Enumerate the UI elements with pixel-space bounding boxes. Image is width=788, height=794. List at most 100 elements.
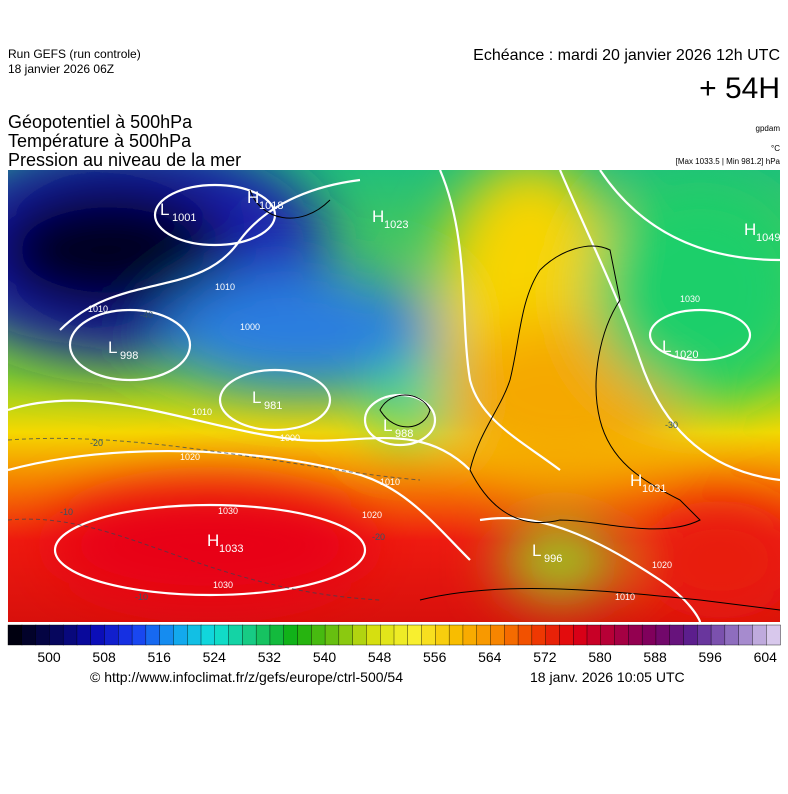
colorbar-tick: 548 — [368, 649, 392, 665]
unit: °C — [771, 144, 780, 153]
colorbar-cell — [710, 624, 726, 646]
colorbar-cell — [655, 624, 671, 646]
colorbar-cell — [104, 624, 119, 646]
colorbar-tick: 540 — [313, 649, 337, 665]
colorbar-cell — [352, 624, 368, 646]
colorbar: 500 508 516 524 532 540 548 556 564 572 580 588 596 6… — [7, 624, 781, 665]
issued: 18 janv. 2026 10:05 UTC — [530, 669, 685, 685]
center-symbol: H — [630, 471, 642, 490]
isobar-label: 1000 — [280, 433, 300, 443]
center-value: 1031 — [642, 483, 666, 495]
title: Géopotentiel à 500hPa — [8, 112, 193, 132]
center-symbol: L — [662, 337, 671, 356]
isobar-label: 1010 — [615, 592, 635, 602]
isobar-label: 1010 — [88, 304, 108, 314]
colorbar-cell — [338, 624, 354, 646]
title: Pression au niveau de la mer — [8, 150, 241, 170]
colorbar-tick: 572 — [533, 649, 557, 665]
center-value: 996 — [544, 553, 562, 565]
isobar-label: 1020 — [362, 510, 382, 520]
center-symbol: H — [744, 220, 756, 239]
colorbar-cell — [407, 624, 423, 646]
colorbar-cell — [517, 624, 533, 646]
center-symbol: L — [383, 416, 392, 435]
colorbar-cell — [255, 624, 271, 646]
colorbar-cell — [269, 624, 285, 646]
colorbar-cell — [641, 624, 657, 646]
colorbar-tick: 596 — [699, 649, 723, 665]
colorbar-cell — [628, 624, 643, 646]
colorbar-cell — [573, 624, 588, 646]
temp-label: -30 — [665, 420, 678, 430]
center-value: 998 — [120, 350, 138, 362]
center-value: 1023 — [384, 219, 408, 231]
colorbar-cell — [462, 624, 478, 646]
echeance: Echéance : mardi 20 janvier 2026 12h UTC — [473, 47, 780, 64]
title: Température à 500hPa — [8, 131, 192, 151]
center-value: 981 — [264, 400, 282, 412]
center-value: 1020 — [674, 349, 698, 361]
run: Run GEFS (run controle) — [8, 47, 141, 61]
colorbar-cell — [311, 624, 326, 646]
center-symbol: H — [247, 188, 259, 207]
colorbar-tick: 588 — [643, 649, 667, 665]
colorbar-cell — [738, 624, 754, 646]
center-symbol: L — [252, 388, 261, 407]
colorbar-tick: 524 — [203, 649, 227, 665]
colorbar-cell — [393, 624, 409, 646]
colorbar-cell — [697, 624, 712, 646]
colorbar-cell — [49, 624, 64, 646]
center-symbol: L — [108, 338, 117, 357]
colorbar-cell — [435, 624, 450, 646]
colorbar-cell — [366, 624, 381, 646]
colorbar-cell — [283, 624, 299, 646]
colorbar-cell — [131, 624, 147, 646]
colorbar-cell — [614, 624, 630, 646]
colorbar-cell — [448, 624, 464, 646]
colorbar-cell — [421, 624, 437, 646]
colorbar-cell — [752, 624, 767, 646]
colorbar-cell — [766, 624, 781, 646]
colorbar-cell — [476, 624, 492, 646]
colorbar-cell — [669, 624, 685, 646]
colorbar-cell — [531, 624, 547, 646]
center-value: 1049 — [756, 232, 780, 244]
center-value: 988 — [395, 428, 413, 440]
colorbar-cell — [90, 624, 106, 646]
isobar-label: 1010 — [215, 282, 235, 292]
colorbar-cell — [228, 624, 244, 646]
isobar-label: 1010 — [380, 477, 400, 487]
isobar-label: 1030 — [680, 294, 700, 304]
colorbar-tick: 564 — [478, 649, 502, 665]
colorbar-cell — [173, 624, 188, 646]
colorbar-cell — [559, 624, 574, 646]
colorbar-cell — [21, 624, 37, 646]
colorbar-tick: 604 — [754, 649, 778, 665]
center-symbol: H — [372, 207, 384, 226]
colorbar-cell — [242, 624, 257, 646]
unit: [Max 1033.5 | Min 981.2] hPa — [676, 157, 781, 166]
colorbar-cell — [600, 624, 616, 646]
colorbar-cell — [62, 624, 78, 646]
colorbar-cell — [159, 624, 175, 646]
colorbar-cell — [683, 624, 698, 646]
center-value: 1033 — [219, 543, 243, 555]
colorbar-tick: 556 — [423, 649, 447, 665]
run-date: 18 janvier 2026 06Z — [8, 62, 114, 76]
isobar-label: 1010 — [192, 407, 212, 417]
colorbar-cell — [324, 624, 340, 646]
source-url: © http://www.infoclimat.fr/z/gefs/europe… — [90, 669, 403, 685]
temp-label: -40 — [140, 310, 153, 320]
colorbar-cell — [118, 624, 133, 646]
colorbar-cell — [35, 624, 51, 646]
colorbar-tick: 508 — [92, 649, 116, 665]
colorbar-tick: 500 — [37, 649, 61, 665]
colorbar-cell — [490, 624, 505, 646]
colorbar-cell — [380, 624, 395, 646]
map — [8, 170, 780, 622]
colorbar-tick: 516 — [148, 649, 172, 665]
colorbar-cell — [545, 624, 561, 646]
colorbar-cell — [214, 624, 230, 646]
